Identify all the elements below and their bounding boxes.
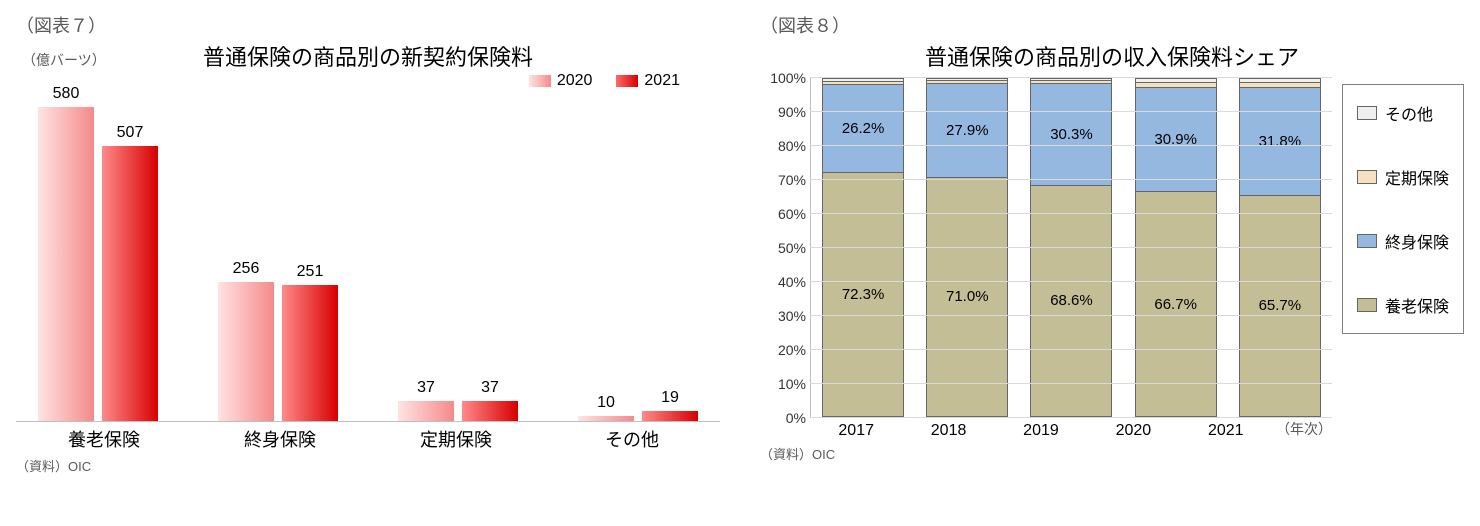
legend-swatch xyxy=(1357,234,1377,248)
gridline xyxy=(810,315,1332,316)
stack-segment: 30.3% xyxy=(1031,83,1111,185)
bar-group: 10 19 xyxy=(566,96,710,421)
legend-item: その他 xyxy=(1357,101,1449,125)
chart7-x-labels: 養老保険終身保険定期保険その他 xyxy=(16,422,720,452)
chart7-figure-label: （図表７） xyxy=(16,12,720,38)
bar-value-label: 256 xyxy=(233,260,260,278)
y-tick-label: 80% xyxy=(778,138,806,154)
x-category-label: 終身保険 xyxy=(192,422,368,452)
y-tick-label: 30% xyxy=(778,308,806,324)
legend-label: その他 xyxy=(1385,101,1433,125)
swatch-2020 xyxy=(529,75,551,87)
gridline xyxy=(810,247,1332,248)
bar-2021: 251 xyxy=(282,285,338,421)
bar-2021: 19 xyxy=(642,411,698,421)
bar-group: 37 37 xyxy=(386,96,530,421)
chart8-columns: 72.3%26.2%71.0%27.9%68.6%30.3%66.7%30.9%… xyxy=(810,78,1332,418)
bar-2020: 580 xyxy=(38,107,94,421)
bar-value-label: 37 xyxy=(417,379,435,397)
gridline xyxy=(810,145,1332,146)
legend-label: 養老保険 xyxy=(1385,293,1449,317)
legend-swatch xyxy=(1357,170,1377,184)
y-tick-label: 70% xyxy=(778,172,806,188)
chart7-bars: 58050725625137371019 xyxy=(16,72,720,422)
legend-item: 定期保険 xyxy=(1357,165,1449,189)
gridline xyxy=(810,281,1332,282)
chart8-wrap: 0%10%20%30%40%50%60%70%80%90%100% 72.3%2… xyxy=(760,78,1464,463)
gridline xyxy=(810,383,1332,384)
legend-label: 終身保険 xyxy=(1385,229,1449,253)
x-year-label: 2020 xyxy=(1087,418,1179,440)
y-tick-label: 40% xyxy=(778,274,806,290)
bar-2021: 507 xyxy=(102,146,158,421)
stack-segment: 27.9% xyxy=(927,83,1007,177)
bar-2020: 256 xyxy=(218,282,274,421)
chart7-source: （資料）OIC xyxy=(16,456,720,475)
bar-2020: 10 xyxy=(578,416,634,421)
chart8-plot: 0%10%20%30%40%50%60%70%80%90%100% 72.3%2… xyxy=(760,78,1332,418)
x-year-label: 2021 xyxy=(1180,418,1272,440)
legend-item: 終身保険 xyxy=(1357,229,1449,253)
chart7-legend-2020-label: 2020 xyxy=(557,72,593,90)
y-tick-label: 90% xyxy=(778,104,806,120)
y-tick-label: 20% xyxy=(778,342,806,358)
x-year-label: 2018 xyxy=(902,418,994,440)
stack-segment: 26.2% xyxy=(823,84,903,172)
chart7-legend-2020: 2020 xyxy=(529,72,593,90)
gridline xyxy=(810,179,1332,180)
x-category-label: その他 xyxy=(544,422,720,452)
bar-group: 256251 xyxy=(206,96,350,421)
chart8-figure-label: （図表８） xyxy=(760,12,1464,38)
legend-item: 養老保険 xyxy=(1357,293,1449,317)
bar-group: 580507 xyxy=(26,96,170,421)
gridline xyxy=(810,417,1332,418)
chart7-legend-2021: 2021 xyxy=(616,72,680,90)
x-year-label: 2019 xyxy=(995,418,1087,440)
y-tick-label: 50% xyxy=(778,240,806,256)
chart8-title: 普通保険の商品別の収入保険料シェア xyxy=(760,40,1464,72)
chart7-legend: 2020 2021 xyxy=(529,72,680,90)
chart8-x-labels: 20172018201920202021 xyxy=(760,418,1272,440)
x-category-label: 養老保険 xyxy=(16,422,192,452)
chart8-x-axis-title: （年次） xyxy=(1276,419,1332,439)
bar-2020: 37 xyxy=(398,401,454,421)
bar-2021: 37 xyxy=(462,401,518,421)
charts-row: （図表７） 普通保険の商品別の新契約保険料 （億バーツ） 2020 2021 5… xyxy=(16,12,1464,475)
gridline xyxy=(810,349,1332,350)
bar-value-label: 37 xyxy=(481,379,499,397)
y-tick-label: 100% xyxy=(770,70,806,86)
chart8-chart-area: 0%10%20%30%40%50%60%70%80%90%100% 72.3%2… xyxy=(760,78,1332,463)
y-tick-label: 10% xyxy=(778,376,806,392)
bar-value-label: 580 xyxy=(53,85,80,103)
y-tick-label: 60% xyxy=(778,206,806,222)
bar-value-label: 19 xyxy=(661,389,679,407)
legend-swatch xyxy=(1357,298,1377,312)
chart7-plot-area: 2020 2021 58050725625137371019 養老保険終身保険定… xyxy=(16,72,720,452)
chart8-panel: （図表８） 普通保険の商品別の収入保険料シェア 0% 10% 20% 30% 40% 50… xyxy=(760,12,1464,463)
bar-value-label: 507 xyxy=(117,124,144,142)
legend-swatch xyxy=(1357,106,1377,120)
chart8-legend: その他定期保険終身保険養老保険 xyxy=(1342,84,1464,334)
legend-label: 定期保険 xyxy=(1385,165,1449,189)
chart7-legend-2021-label: 2021 xyxy=(644,72,680,90)
x-year-label: 2017 xyxy=(810,418,902,440)
swatch-2021 xyxy=(616,75,638,87)
stack-segment: 72.3% xyxy=(823,172,903,416)
gridline xyxy=(810,77,1332,78)
bar-value-label: 251 xyxy=(297,263,324,281)
stack-segment: 30.9% xyxy=(1136,87,1216,191)
gridline xyxy=(810,213,1332,214)
gridline xyxy=(810,111,1332,112)
x-category-label: 定期保険 xyxy=(368,422,544,452)
bar-value-label: 10 xyxy=(597,394,615,412)
chart8-source: （資料）OIC xyxy=(760,444,1332,463)
stack-segment: 68.6% xyxy=(1031,185,1111,416)
chart8-y-ticks: 0%10%20%30%40%50%60%70%80%90%100% xyxy=(760,78,810,418)
chart7-panel: （図表７） 普通保険の商品別の新契約保険料 （億バーツ） 2020 2021 5… xyxy=(16,12,720,475)
y-tick-label: 0% xyxy=(786,410,806,426)
